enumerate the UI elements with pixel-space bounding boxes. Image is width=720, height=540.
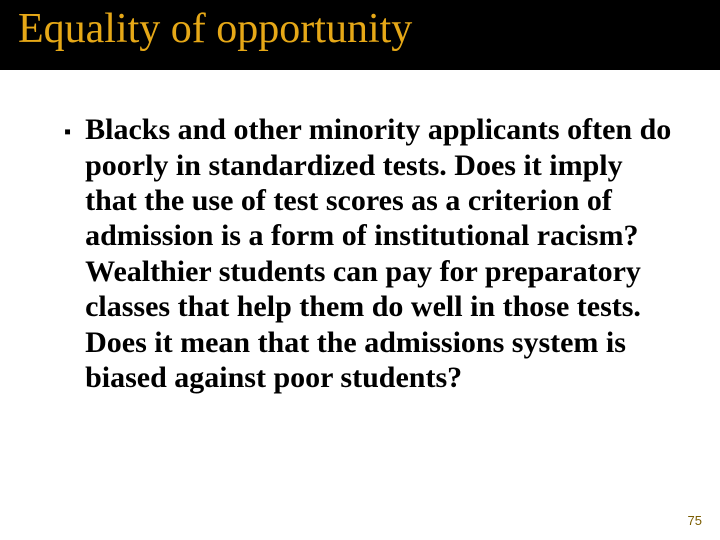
bullet-item: ▪ Blacks and other minority applicants o… bbox=[64, 112, 676, 395]
slide-body: ▪ Blacks and other minority applicants o… bbox=[0, 70, 720, 540]
bullet-icon: ▪ bbox=[64, 122, 71, 142]
title-bar: Equality of opportunity bbox=[0, 0, 720, 70]
slide-title: Equality of opportunity bbox=[18, 6, 702, 52]
page-number: 75 bbox=[688, 513, 702, 528]
slide: Equality of opportunity ▪ Blacks and oth… bbox=[0, 0, 720, 540]
body-text: Blacks and other minority applicants oft… bbox=[85, 112, 676, 395]
